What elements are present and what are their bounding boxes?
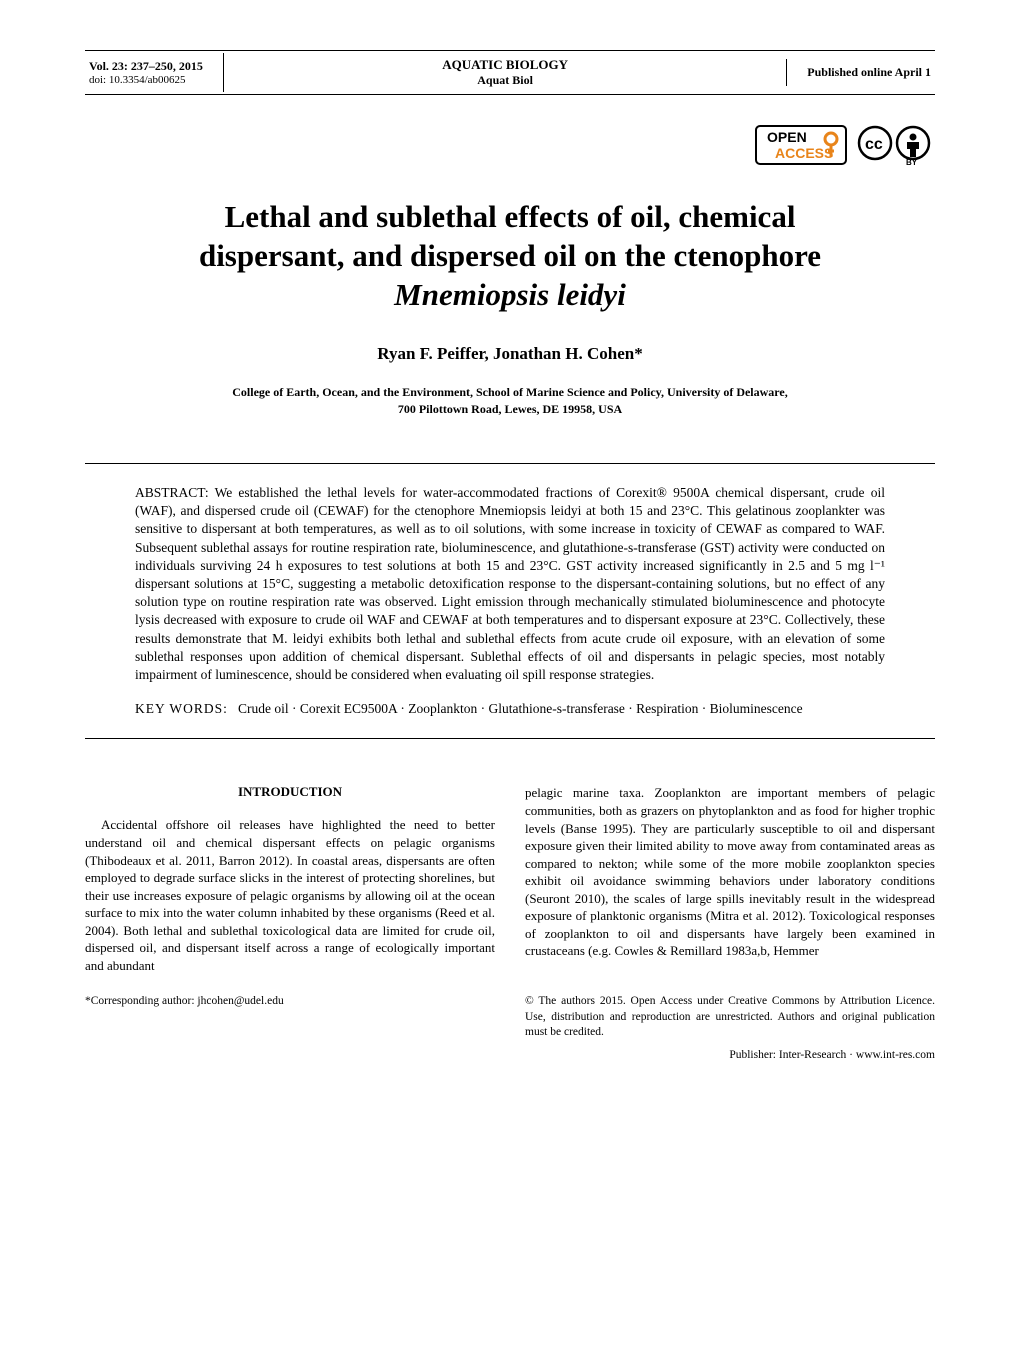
authors: Ryan F. Peiffer, Jonathan H. Cohen*: [85, 344, 935, 364]
header-left: Vol. 23: 237–250, 2015 doi: 10.3354/ab00…: [85, 53, 224, 92]
body-left: Accidental offshore oil releases have hi…: [85, 816, 495, 974]
footer: *Corresponding author: jhcohen@udel.edu …: [85, 994, 935, 1041]
abstract-text: ABSTRACT: We established the lethal leve…: [135, 484, 885, 684]
title-line-2: dispersant, and dispersed oil on the cte…: [199, 238, 821, 273]
svg-text:ACCESS: ACCESS: [775, 145, 833, 161]
title-line-3: Mnemiopsis leidyi: [394, 277, 626, 312]
right-column: pelagic marine taxa. Zooplankton are imp…: [525, 784, 935, 974]
body-left-para: Accidental offshore oil releases have hi…: [85, 816, 495, 974]
keywords-label: KEY WORDS:: [135, 701, 228, 716]
left-column: INTRODUCTION Accidental offshore oil rel…: [85, 784, 495, 974]
affiliation-line-1: College of Earth, Ocean, and the Environ…: [232, 385, 788, 399]
header-center: AQUATIC BIOLOGY Aquat Biol: [224, 51, 786, 94]
body-columns: INTRODUCTION Accidental offshore oil rel…: [85, 784, 935, 974]
svg-text:OPEN: OPEN: [767, 129, 807, 145]
badges-row: OPEN ACCESS cc BY: [85, 125, 935, 170]
keywords-text: Crude oil · Corexit EC9500A · Zooplankto…: [238, 701, 803, 716]
title-line-1: Lethal and sublethal effects of oil, che…: [225, 199, 796, 234]
affiliation-line-2: 700 Pilottown Road, Lewes, DE 19958, USA: [398, 402, 622, 416]
section-heading: INTRODUCTION: [85, 784, 495, 800]
publisher: Publisher: Inter-Research · www.int-res.…: [85, 1049, 935, 1061]
affiliation: College of Earth, Ocean, and the Environ…: [85, 384, 935, 418]
cc-by-icon: cc BY: [857, 125, 935, 170]
journal-name: AQUATIC BIOLOGY: [224, 57, 786, 73]
article-title: Lethal and sublethal effects of oil, che…: [85, 198, 935, 314]
doi: doi: 10.3354/ab00625: [89, 74, 203, 86]
open-access-icon: OPEN ACCESS: [755, 125, 847, 170]
body-right: pelagic marine taxa. Zooplankton are imp…: [525, 784, 935, 959]
journal-abbrev: Aquat Biol: [224, 73, 786, 88]
corresponding-author: *Corresponding author: jhcohen@udel.edu: [85, 994, 495, 1041]
keywords: KEY WORDS: Crude oil · Corexit EC9500A ·…: [135, 700, 885, 718]
copyright: © The authors 2015. Open Access under Cr…: [525, 994, 935, 1041]
body-right-para: pelagic marine taxa. Zooplankton are imp…: [525, 785, 935, 958]
header-bar: Vol. 23: 237–250, 2015 doi: 10.3354/ab00…: [85, 50, 935, 95]
volume: Vol. 23: 237–250, 2015: [89, 59, 203, 74]
abstract-label: ABSTRACT:: [135, 485, 209, 500]
pub-date: Published online April 1: [786, 59, 935, 86]
svg-text:BY: BY: [906, 158, 918, 165]
svg-text:cc: cc: [865, 136, 883, 153]
abstract-body: We established the lethal levels for wat…: [135, 485, 885, 682]
abstract-section: ABSTRACT: We established the lethal leve…: [85, 463, 935, 740]
